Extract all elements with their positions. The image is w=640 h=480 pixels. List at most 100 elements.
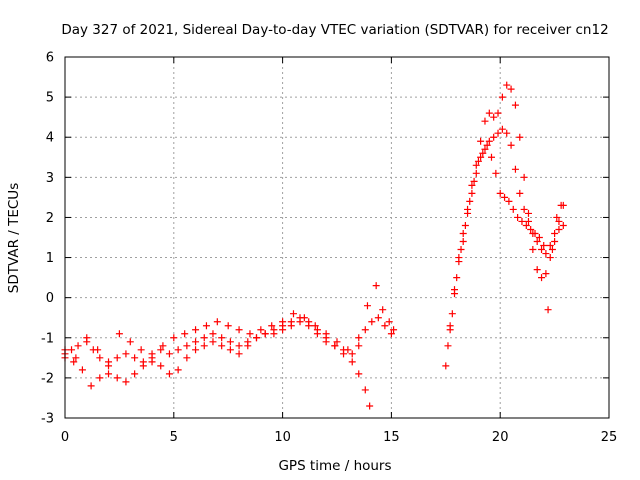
data-point (131, 370, 139, 378)
data-point (78, 366, 86, 374)
data-point (361, 386, 369, 394)
data-point (466, 197, 474, 205)
data-point (355, 370, 363, 378)
data-point (468, 181, 476, 189)
data-point (533, 238, 541, 246)
data-point (498, 125, 506, 133)
data-point (559, 201, 567, 209)
data-point (252, 334, 260, 342)
data-point (455, 254, 463, 262)
data-point (235, 350, 243, 358)
data-point (372, 282, 380, 290)
data-point (270, 326, 278, 334)
data-point (368, 318, 376, 326)
data-point (224, 322, 232, 330)
data-point (279, 318, 287, 326)
data-point (483, 141, 491, 149)
data-point (344, 346, 352, 354)
data-point (322, 330, 330, 338)
data-point (348, 358, 356, 366)
data-point (96, 354, 104, 362)
data-point (548, 246, 556, 254)
data-point (105, 358, 113, 366)
series-5 (444, 141, 565, 350)
data-point (498, 93, 506, 101)
data-point (159, 342, 167, 350)
data-point (524, 217, 532, 225)
data-point (246, 330, 254, 338)
data-point (126, 338, 134, 346)
data-point (507, 141, 515, 149)
data-point (490, 113, 498, 121)
grid-layer (65, 57, 609, 418)
data-point (544, 306, 552, 314)
data-point (538, 246, 546, 254)
data-point (520, 205, 528, 213)
data-point (115, 330, 123, 338)
data-point (459, 229, 467, 237)
data-point (355, 334, 363, 342)
data-point (509, 205, 517, 213)
data-point (390, 326, 398, 334)
data-point (387, 330, 395, 338)
data-point (200, 334, 208, 342)
data-point (226, 346, 234, 354)
data-point (379, 306, 387, 314)
data-point (105, 370, 113, 378)
y-tick-label: -3 (41, 412, 54, 427)
data-point (529, 246, 537, 254)
data-point (287, 318, 295, 326)
data-point (555, 225, 563, 233)
y-tick-label: -2 (41, 371, 54, 386)
data-point (553, 213, 561, 221)
series-4 (442, 81, 567, 370)
data-point (257, 326, 265, 334)
data-point (209, 338, 217, 346)
data-point (546, 242, 554, 250)
data-point (331, 342, 339, 350)
data-point (313, 326, 321, 334)
data-point (174, 346, 182, 354)
data-point (139, 362, 147, 370)
y-axis-label: SDTVAR / TECUs (6, 183, 22, 293)
series-3 (61, 282, 398, 366)
data-point (538, 274, 546, 282)
series-6 (446, 125, 567, 330)
data-point (192, 346, 200, 354)
data-point (340, 350, 348, 358)
data-point (200, 342, 208, 350)
data-point (192, 326, 200, 334)
data-point (226, 338, 234, 346)
data-point (170, 334, 178, 342)
y-tick-label: 3 (46, 171, 54, 186)
data-point (496, 189, 504, 197)
data-point (522, 221, 530, 229)
data-point (113, 354, 121, 362)
data-point (157, 346, 165, 354)
data-point (361, 326, 369, 334)
data-point (485, 109, 493, 117)
y-tick-label: 6 (46, 51, 54, 66)
data-point (183, 354, 191, 362)
data-point (218, 334, 226, 342)
data-point (505, 197, 513, 205)
data-point (472, 169, 480, 177)
data-point (457, 246, 465, 254)
data-point (533, 266, 541, 274)
x-tick-label: 0 (61, 430, 69, 445)
data-point (374, 314, 382, 322)
data-point (511, 101, 519, 109)
data-point (444, 342, 452, 350)
y-tick-label: 5 (46, 91, 54, 106)
data-point (137, 346, 145, 354)
data-point (470, 177, 478, 185)
data-point (481, 145, 489, 153)
data-point (551, 229, 559, 237)
data-point (503, 81, 511, 89)
data-point (363, 302, 371, 310)
data-point (518, 217, 526, 225)
data-point (507, 85, 515, 93)
data-point (446, 322, 454, 330)
data-point (381, 322, 389, 330)
